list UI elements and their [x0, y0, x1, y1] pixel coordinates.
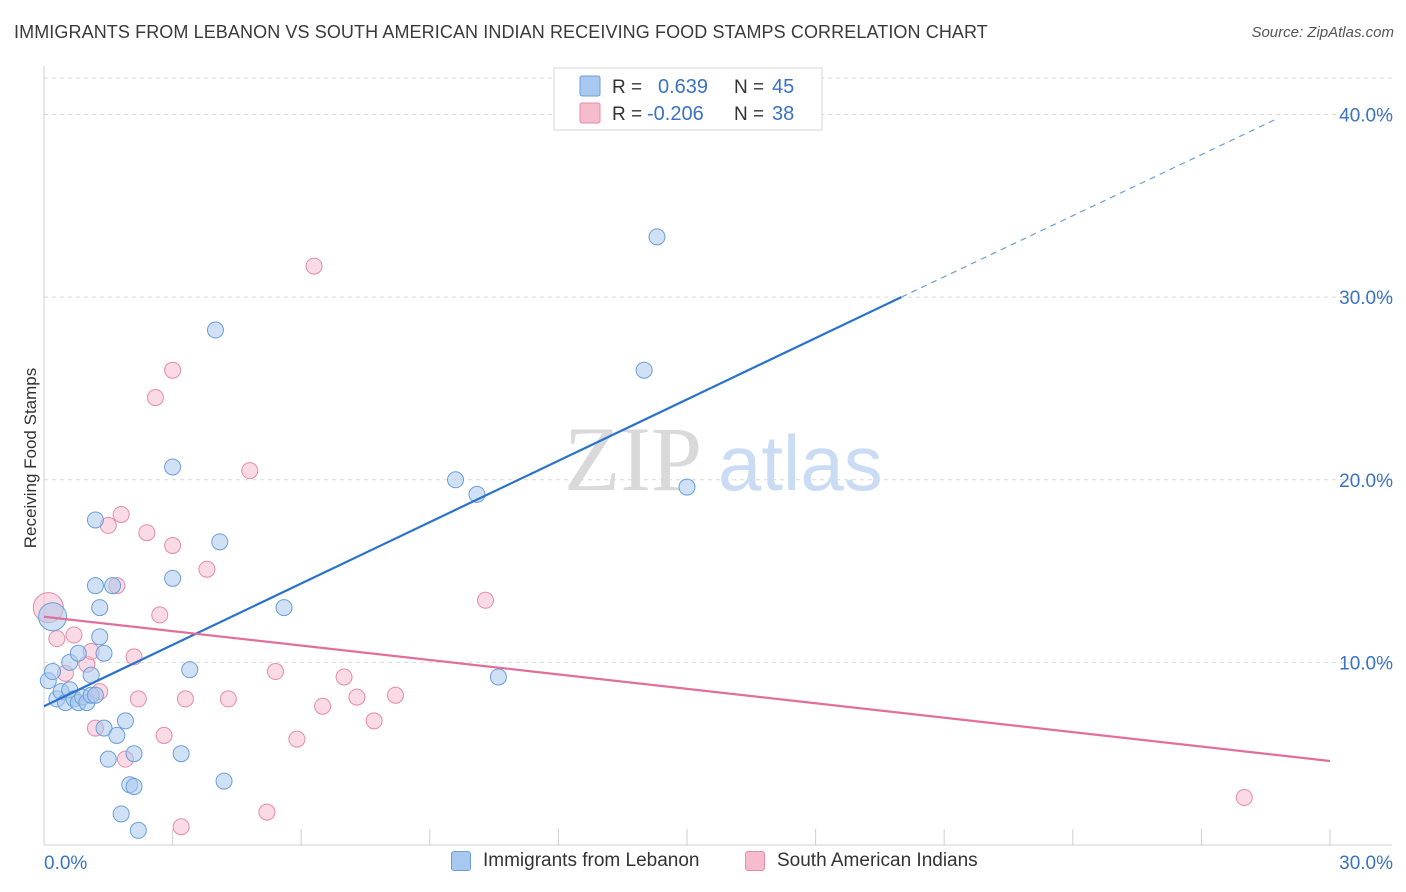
data-point [48, 630, 66, 648]
data-point [305, 257, 323, 275]
legend-swatch-pink [579, 102, 601, 124]
watermark: ZIP atlas [564, 408, 883, 510]
data-point [275, 599, 293, 617]
data-point [288, 730, 306, 748]
data-point [198, 560, 216, 578]
data-point [91, 599, 109, 617]
data-point [44, 663, 62, 681]
data-point [241, 462, 259, 480]
data-point [1235, 789, 1253, 807]
data-point [211, 533, 229, 551]
legend-n-value: 45 [772, 76, 794, 98]
data-point [314, 697, 332, 715]
legend-r-label: R = [612, 104, 642, 125]
legend-r-value: -0.206 [647, 103, 704, 125]
legend-item-lebanon: Immigrants from Lebanon [451, 850, 700, 872]
legend-n-label: N = [734, 77, 764, 98]
legend-swatch-blue [451, 851, 471, 871]
data-point [95, 719, 113, 737]
y-tick-label: 40.0% [1339, 106, 1393, 127]
data-point [181, 661, 199, 679]
data-point [138, 524, 156, 542]
source-label: Source: ZipAtlas.com [1251, 24, 1394, 41]
data-point [112, 805, 130, 823]
data-point [65, 626, 83, 644]
data-point [164, 361, 182, 379]
data-point [155, 726, 173, 744]
legend-swatch-pink [745, 851, 765, 871]
data-point [387, 686, 405, 704]
data-point [164, 569, 182, 587]
y-tick-label: 20.0% [1339, 471, 1393, 492]
data-point [266, 663, 284, 681]
chart-title: IMMIGRANTS FROM LEBANON VS SOUTH AMERICA… [14, 22, 988, 42]
watermark-zip: ZIP [564, 408, 702, 510]
legend-item-south-american-indians: South American Indians [745, 850, 978, 872]
y-tick-label: 30.0% [1339, 288, 1393, 309]
data-point [151, 606, 169, 624]
data-point [69, 644, 87, 662]
legend-r-value: 0.639 [658, 76, 708, 98]
tick-labels: 10.0% 20.0% 30.0% 40.0% 0.0% 30.0% [44, 106, 1393, 874]
data-point [477, 591, 495, 609]
trend-lines [43, 119, 1331, 763]
data-point [164, 537, 182, 555]
legend-swatch-blue [579, 75, 601, 97]
legend-n-label: N = [734, 104, 764, 125]
legend-label: South American Indians [777, 850, 978, 871]
legend-bottom: Immigrants from Lebanon South American I… [0, 850, 1406, 880]
data-point [447, 471, 465, 489]
data-point [116, 712, 134, 730]
data-point [348, 688, 366, 706]
data-point [206, 321, 224, 339]
legend-label: Immigrants from Lebanon [483, 850, 700, 871]
series-immigrants-from-lebanon [38, 228, 696, 839]
legend-r-label: R = [612, 77, 642, 98]
data-point [176, 690, 194, 708]
data-point [99, 750, 117, 768]
legend-top: R = 0.639 N = 45 R = -0.206 N = 38 [553, 67, 823, 131]
data-point [648, 228, 666, 246]
data-point [108, 726, 126, 744]
trend-line-lebanon [43, 296, 902, 708]
data-point [91, 628, 109, 646]
data-point [112, 505, 130, 523]
data-point [219, 690, 237, 708]
x-tick-label: 0.0% [44, 853, 87, 874]
data-point [86, 686, 104, 704]
data-point [635, 361, 653, 379]
data-point [125, 778, 143, 796]
data-point [365, 712, 383, 730]
data-point [215, 772, 233, 790]
legend-n-value: 38 [772, 103, 794, 125]
grid-lines [44, 77, 1392, 663]
data-point [678, 478, 696, 496]
axes [43, 66, 1392, 846]
data-point [86, 577, 104, 595]
data-point [172, 745, 190, 763]
data-point [104, 577, 122, 595]
data-point [335, 668, 353, 686]
watermark-atlas: atlas [718, 419, 883, 507]
data-point [129, 821, 147, 839]
data-point [86, 511, 104, 529]
data-point [95, 644, 113, 662]
trend-line-lebanon-extension [901, 119, 1275, 298]
y-tick-label: 10.0% [1339, 653, 1393, 674]
trend-line-south-american-indians [43, 615, 1331, 763]
data-point [146, 389, 164, 407]
data-point [489, 668, 507, 686]
data-point [258, 803, 276, 821]
data-point [129, 690, 147, 708]
data-point [164, 458, 182, 476]
data-point [125, 745, 143, 763]
x-tick-label: 30.0% [1339, 853, 1393, 874]
data-point [172, 818, 190, 836]
